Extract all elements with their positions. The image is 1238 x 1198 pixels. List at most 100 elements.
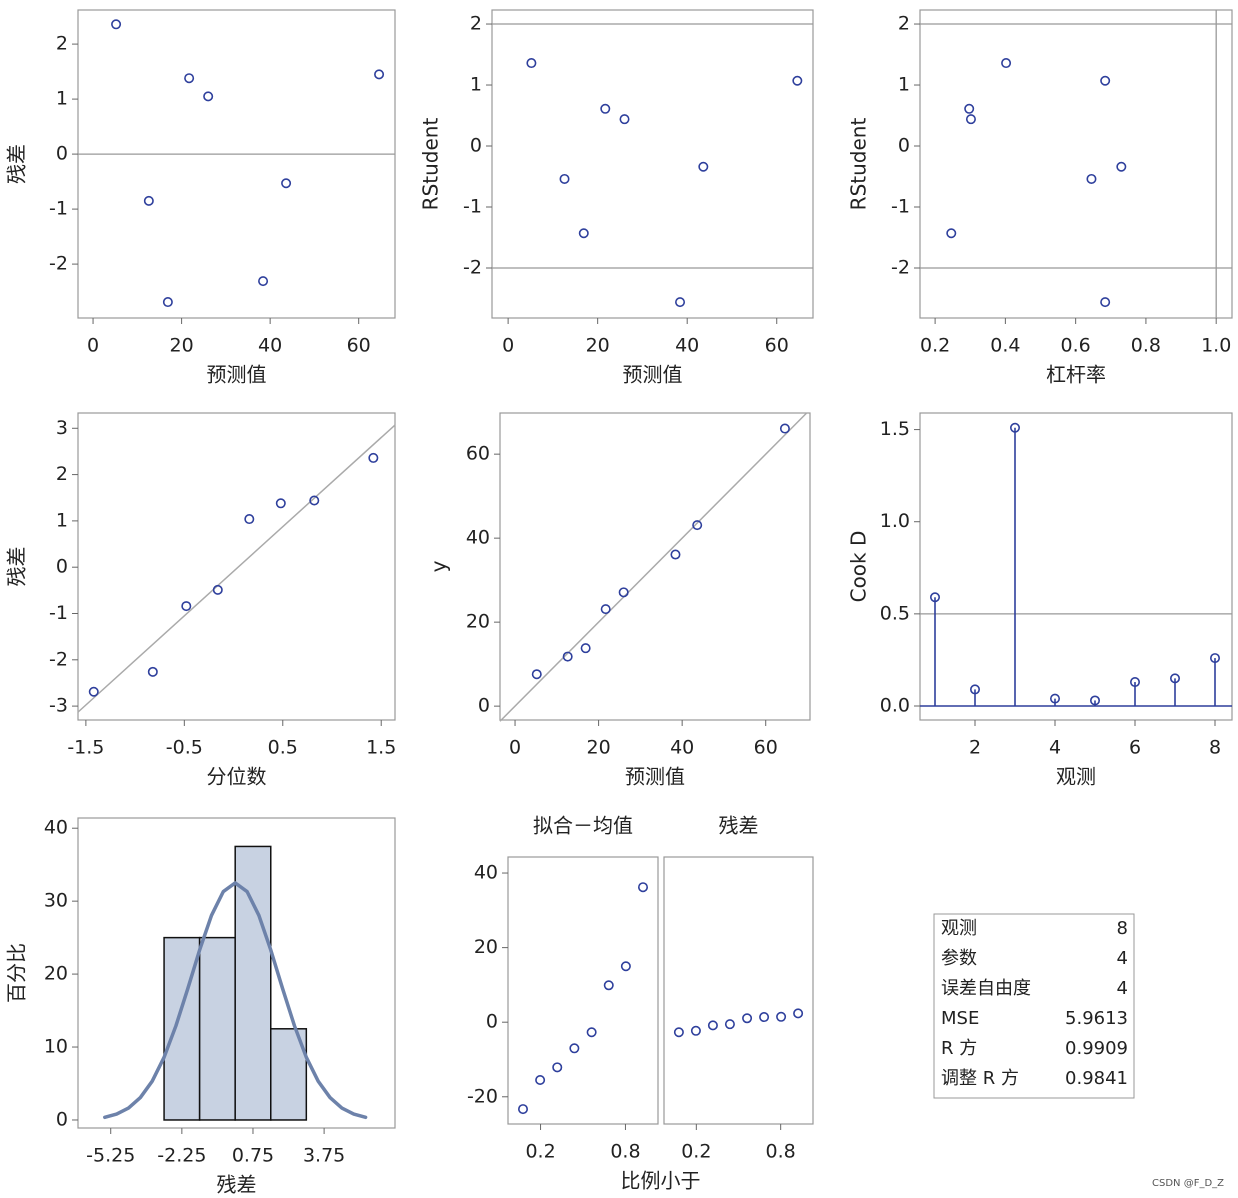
y-tick-label: -1: [49, 602, 68, 624]
stats-value: 5.9613: [1065, 1008, 1128, 1029]
y-tick-label: 60: [466, 443, 490, 465]
point: [690, 1025, 701, 1036]
panel-title: 残差: [719, 814, 759, 838]
x-axis-label: 预测值: [623, 363, 683, 387]
point: [673, 1027, 684, 1038]
x-tick-label: 1.0: [1201, 335, 1231, 357]
plot-frame: [491, 9, 814, 319]
x-tick-label: 20: [586, 335, 610, 357]
x-axis-label: 比例小于: [621, 1169, 701, 1193]
x-tick-label: -2.25: [157, 1145, 206, 1167]
x-tick-label: 0.6: [1061, 335, 1091, 357]
plot-frame: [663, 856, 814, 1125]
plot-frame: [919, 412, 1233, 721]
point: [742, 1013, 753, 1024]
point: [620, 961, 631, 972]
y-tick-label: 0: [470, 135, 482, 157]
stats-value: 0.9909: [1065, 1038, 1128, 1059]
point: [603, 980, 614, 991]
point: [517, 1104, 528, 1115]
stats-value: 8: [1117, 918, 1128, 939]
y-axis-label: RStudent: [419, 118, 443, 211]
point: [637, 882, 648, 893]
point: [580, 643, 591, 654]
y-tick-label: 2: [470, 13, 482, 35]
x-axis-label: 预测值: [207, 363, 267, 387]
y-tick-label: 1.0: [880, 510, 910, 532]
point: [1170, 673, 1181, 684]
plot-frame: [507, 856, 659, 1125]
point: [779, 423, 790, 434]
point: [793, 1008, 804, 1019]
stats-label: R 方: [941, 1038, 977, 1059]
x-tick-label: 40: [675, 335, 699, 357]
y-tick-label: -2: [49, 253, 68, 275]
plot-frame: [919, 9, 1233, 319]
x-tick-label: 2: [969, 737, 981, 759]
y-tick-label: -2: [463, 256, 482, 278]
point: [707, 1020, 718, 1031]
reference-line: [499, 412, 808, 722]
x-tick-label: 20: [587, 737, 611, 759]
y-tick-label: -20: [467, 1085, 498, 1107]
y-tick-label: 0: [56, 143, 68, 165]
point: [181, 601, 192, 612]
point: [535, 1074, 546, 1085]
plot-frame: [77, 9, 396, 319]
point: [692, 520, 703, 531]
x-axis-label: 分位数: [207, 765, 267, 789]
x-tick-label: 60: [347, 335, 371, 357]
point: [619, 114, 630, 125]
x-tick-label: 4: [1049, 737, 1061, 759]
y-tick-label: 2: [56, 463, 68, 485]
point: [1210, 653, 1221, 664]
x-tick-label: 3.75: [303, 1145, 345, 1167]
x-tick-label: 60: [765, 335, 789, 357]
point: [759, 1012, 770, 1023]
density-curve: [103, 881, 368, 1120]
reference-line: [77, 424, 396, 713]
point: [162, 297, 173, 308]
panel-title: 拟合－均值: [533, 814, 633, 838]
y-tick-label: 0: [56, 556, 68, 578]
point: [526, 58, 537, 69]
point: [309, 495, 320, 506]
x-tick-label: 0: [502, 335, 514, 357]
point: [281, 178, 292, 189]
stats-label: 参数: [941, 948, 977, 969]
point: [698, 161, 709, 172]
x-tick-label: 0.8: [1131, 335, 1161, 357]
x-tick-label: 0.2: [525, 1141, 555, 1163]
x-tick-label: 40: [258, 335, 282, 357]
point: [184, 73, 195, 84]
x-tick-label: -1.5: [67, 737, 104, 759]
stats-label: MSE: [941, 1008, 979, 1029]
y-tick-label: -2: [49, 648, 68, 670]
y-tick-label: 40: [474, 862, 498, 884]
y-tick-label: 2: [56, 33, 68, 55]
x-axis-label: 观测: [1056, 765, 1096, 789]
point: [964, 103, 975, 114]
x-tick-label: 0.5: [268, 737, 298, 759]
point: [1116, 161, 1127, 172]
y-axis-label: 残差: [5, 547, 29, 587]
point: [1050, 693, 1061, 704]
y-tick-label: 1: [56, 509, 68, 531]
y-axis-label: 残差: [5, 144, 29, 184]
stats-label: 观测: [941, 918, 977, 939]
histogram-bar: [234, 845, 272, 1121]
y-tick-label: -1: [891, 195, 910, 217]
point: [600, 103, 611, 114]
point: [531, 669, 542, 680]
y-axis-label: 百分比: [5, 943, 29, 1003]
point: [1001, 58, 1012, 69]
point: [1100, 75, 1111, 86]
x-tick-label: 0.4: [990, 335, 1020, 357]
point: [275, 498, 286, 509]
y-tick-label: 1: [470, 74, 482, 96]
y-tick-label: 0: [478, 695, 490, 717]
point: [258, 276, 269, 287]
point: [675, 297, 686, 308]
point: [1130, 677, 1141, 688]
